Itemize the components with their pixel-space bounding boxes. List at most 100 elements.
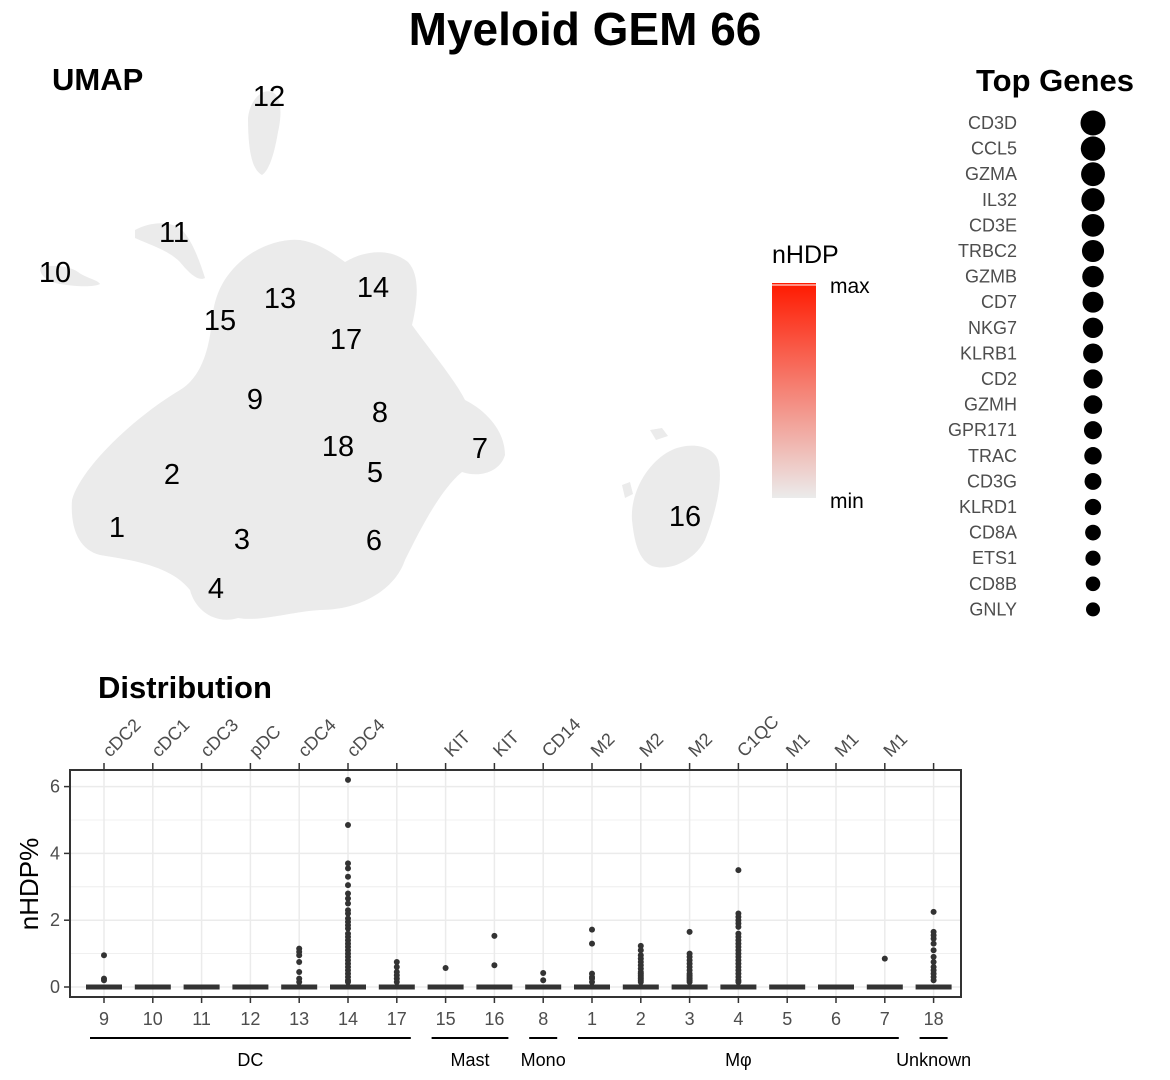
- outlier-point: [345, 882, 351, 889]
- gene-dot: [1083, 343, 1103, 364]
- outlier-point: [881, 955, 888, 962]
- gene-label: GZMB: [965, 267, 1017, 287]
- outlier-point: [345, 900, 351, 907]
- x-tick-label: 16: [484, 1009, 504, 1029]
- distribution-title: Distribution: [98, 670, 272, 705]
- distribution-axes: 02469cDC210cDC111cDC312pDC13cDC414cDC417…: [50, 711, 944, 1029]
- gene-label: GPR171: [948, 420, 1017, 440]
- umap-cluster-label: 6: [366, 525, 382, 557]
- gene-label: IL32: [982, 190, 1017, 210]
- x-top-label: M2: [635, 729, 667, 761]
- gene-dot: [1083, 421, 1103, 440]
- x-top-label: pDC: [245, 721, 285, 761]
- gene-dot: [1085, 550, 1101, 566]
- figure-title: Myeloid GEM 66: [409, 3, 762, 55]
- outlier-point: [930, 908, 937, 915]
- umap-cluster-label: 1: [109, 512, 125, 544]
- box-16: [476, 984, 513, 990]
- box-3: [671, 984, 708, 990]
- outlier-point: [345, 925, 351, 932]
- color-legend: nHDP max min: [772, 241, 870, 513]
- gene-label: KLRB1: [960, 343, 1017, 363]
- outlier-point: [637, 942, 644, 949]
- umap-cluster-11-cloud: [135, 223, 205, 279]
- umap-cluster-label: 18: [322, 431, 354, 463]
- outlier-point: [540, 977, 547, 984]
- box-2: [622, 984, 659, 990]
- outlier-point: [345, 979, 351, 985]
- outlier-point: [296, 969, 303, 975]
- gene-dot: [1085, 524, 1101, 541]
- gene-dot: [1081, 214, 1105, 237]
- gene-label: CD3D: [968, 113, 1017, 133]
- top-genes-list: CD3D CCL5 GZMA IL32 CD3E TRBC2 GZMB CD7 NKG7 KLRB…: [948, 110, 1106, 619]
- x-top-label: CD14: [538, 714, 585, 761]
- group-label: Mono: [521, 1050, 566, 1070]
- distribution-grid: [71, 771, 960, 996]
- gene-label: GZMH: [964, 395, 1017, 415]
- x-tick-label: 1: [587, 1009, 597, 1029]
- box-7: [866, 984, 903, 990]
- outlier-point: [589, 979, 595, 985]
- gene-dot: [1084, 498, 1102, 516]
- x-tick-label: 3: [685, 1009, 695, 1029]
- outlier-point: [637, 947, 644, 954]
- outlier-point: [345, 822, 351, 828]
- gene-dot: [1086, 602, 1100, 617]
- x-tick-label: 17: [387, 1009, 407, 1029]
- outlier-point: [345, 910, 351, 917]
- x-tick-label: 10: [143, 1009, 163, 1029]
- outlier-point: [393, 959, 400, 965]
- outlier-point: [101, 977, 107, 984]
- umap-panel: UMAP 12 11 10 13 14 15 17 9 8 18 7 2 5 1…: [39, 62, 720, 620]
- gene-dot: [1082, 265, 1104, 288]
- box-15: [427, 984, 464, 990]
- outlier-point: [296, 959, 303, 965]
- gene-dot: [1080, 136, 1106, 161]
- outlier-point: [589, 926, 595, 933]
- top-genes-title: Top Genes: [976, 63, 1134, 98]
- group-label: Unknown: [896, 1050, 971, 1070]
- outlier-point: [296, 952, 303, 959]
- gene-label: NKG7: [968, 318, 1017, 338]
- y-tick-label: 6: [50, 777, 60, 797]
- gene-label: CD3E: [969, 215, 1017, 235]
- x-tick-label: 11: [192, 1009, 211, 1029]
- outlier-point: [491, 932, 498, 939]
- gene-label: KLRD1: [959, 497, 1017, 517]
- distribution-marks: [86, 776, 952, 990]
- x-tick-label: 4: [733, 1009, 743, 1029]
- outlier-point: [296, 979, 303, 985]
- gene-label: CD7: [981, 292, 1017, 312]
- outlier-point: [540, 970, 547, 976]
- outlier-point: [491, 962, 498, 969]
- gene-label: CCL5: [971, 139, 1017, 159]
- legend-max-label: max: [830, 275, 870, 298]
- legend-gradient-bar: [772, 283, 816, 498]
- umap-cluster-labels: 12 11 10 13 14 15 17 9 8 18 7 2 5 1 3 6 …: [39, 81, 701, 605]
- gene-label: CD8B: [969, 574, 1017, 594]
- umap-cluster-label: 16: [669, 501, 701, 533]
- y-axis-title: nHDP%: [14, 838, 44, 930]
- box-9: [86, 984, 122, 990]
- box-18: [915, 984, 952, 990]
- x-tick-label: 2: [636, 1009, 646, 1029]
- outlier-point: [637, 979, 644, 985]
- umap-cluster-12-cloud: [248, 91, 281, 175]
- outlier-point: [345, 895, 351, 902]
- x-top-label: cDC2: [99, 715, 145, 761]
- group-label: Mast: [450, 1050, 489, 1070]
- umap-cluster-10-cloud: [40, 265, 100, 287]
- distribution-plot-frame: [69, 769, 962, 998]
- x-tick-label: 12: [240, 1009, 260, 1029]
- outlier-point: [686, 979, 693, 985]
- gene-dot: [1084, 472, 1102, 490]
- top-genes-panel: Top Genes CD3DCCL5GZMAIL32CD3ETRBC2GZMBC…: [948, 63, 1134, 619]
- outlier-point: [345, 865, 351, 872]
- outlier-point: [345, 873, 351, 880]
- gene-dot: [1083, 395, 1103, 414]
- x-top-label: KIT: [440, 727, 474, 761]
- x-tick-label: 18: [924, 1009, 944, 1029]
- box-14: [330, 984, 366, 990]
- gene-label: GNLY: [969, 599, 1017, 619]
